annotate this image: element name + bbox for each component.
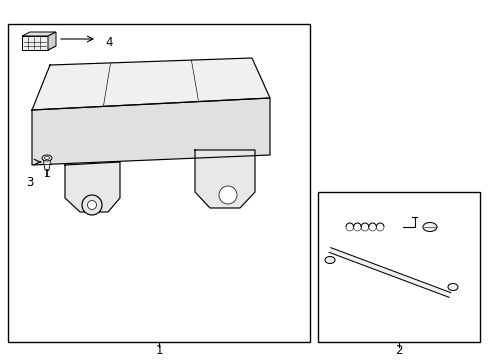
Ellipse shape — [325, 256, 335, 264]
Polygon shape — [22, 32, 56, 36]
Circle shape — [82, 195, 102, 215]
Ellipse shape — [423, 222, 437, 231]
Bar — [318, 192, 480, 342]
Polygon shape — [32, 58, 270, 110]
Polygon shape — [65, 162, 120, 212]
Polygon shape — [48, 32, 56, 50]
Text: 2: 2 — [395, 343, 403, 356]
Text: 4: 4 — [105, 36, 113, 49]
Polygon shape — [22, 46, 56, 50]
Polygon shape — [22, 36, 48, 50]
Polygon shape — [32, 98, 270, 165]
Circle shape — [88, 201, 97, 210]
Polygon shape — [195, 150, 255, 208]
Ellipse shape — [42, 155, 52, 161]
Ellipse shape — [45, 157, 49, 159]
Text: 1: 1 — [155, 343, 163, 356]
Text: 3: 3 — [26, 176, 34, 189]
Polygon shape — [329, 248, 451, 297]
Bar — [8, 24, 310, 342]
Ellipse shape — [448, 284, 458, 291]
Circle shape — [219, 186, 237, 204]
Polygon shape — [43, 158, 51, 170]
